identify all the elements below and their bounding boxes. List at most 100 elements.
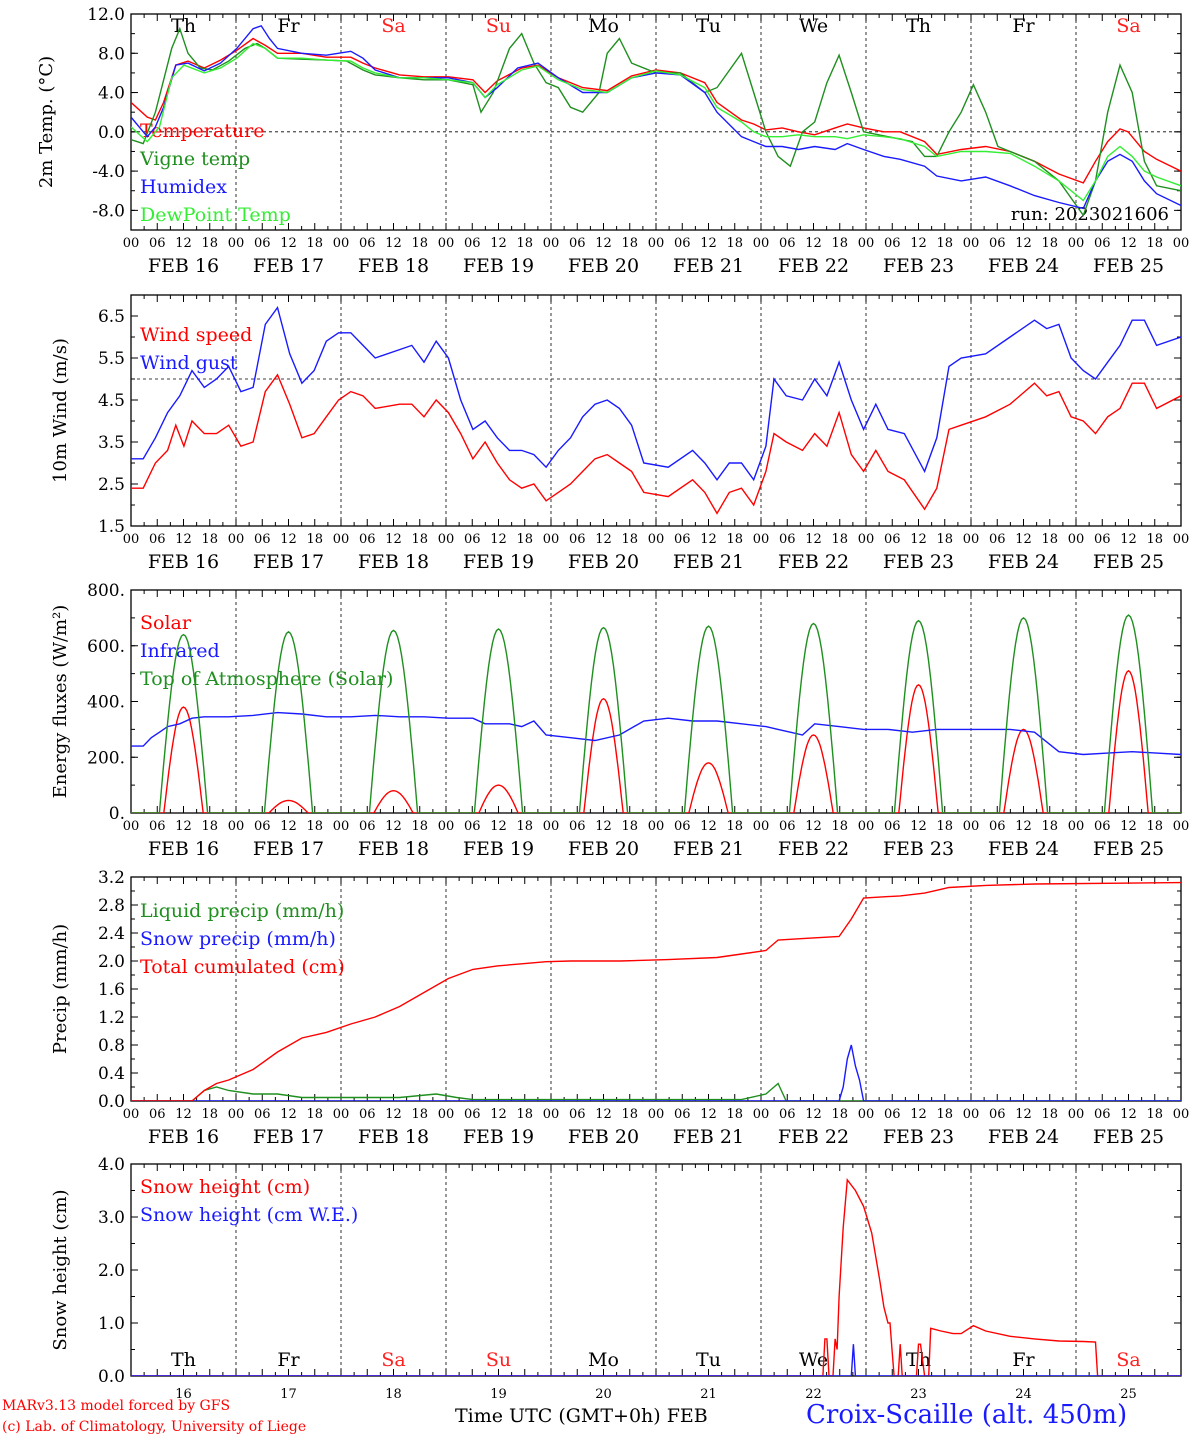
hour-tick-label: 18 [726, 819, 743, 834]
hour-tick-label: 00 [963, 819, 980, 834]
hour-tick-label: 06 [359, 236, 376, 251]
hour-tick-label: 18 [831, 819, 848, 834]
hour-tick-label: 18 [1146, 532, 1163, 547]
legend-liquid-precip-mm-h-: Liquid precip (mm/h) [140, 900, 344, 922]
hour-tick-label: 06 [359, 1107, 376, 1122]
hour-tick-label: 06 [1094, 819, 1111, 834]
panel-wind: 6.5 5.5 4.5 3.5 2.5 1.5 10m Wind (m/s) 00 06 12 18… [50, 294, 1189, 573]
legend-temperature: Temperature [140, 120, 264, 142]
hour-tick-label: 00 [1173, 236, 1190, 251]
hour-tick-label: 06 [569, 819, 586, 834]
hour-tick-label: 00 [228, 236, 245, 251]
hour-tick-label: 00 [543, 1107, 560, 1122]
legend-vigne-temp: Vigne temp [139, 148, 250, 170]
date-label: FEB 19 [463, 551, 534, 573]
hour-tick-label: 06 [779, 236, 796, 251]
hour-tick-label: 12 [700, 819, 717, 834]
hour-tick-label: 00 [648, 1107, 665, 1122]
hour-tick-label: 06 [674, 236, 691, 251]
day-number-label: 25 [1120, 1387, 1137, 1402]
series-line-infrared [131, 711, 1181, 756]
date-label: FEB 21 [673, 1126, 744, 1148]
date-label: FEB 18 [358, 551, 429, 573]
hour-tick-label: 06 [674, 1107, 691, 1122]
date-label: FEB 24 [988, 255, 1059, 277]
hour-tick-label: 00 [228, 819, 245, 834]
y-tick-label: 2.4 [98, 924, 125, 944]
day-number-label: 16 [175, 1387, 192, 1402]
y-tick-label: 8.0 [98, 44, 125, 64]
station-name: Croix-Scaille (alt. 450m) [806, 1400, 1128, 1430]
hour-tick-label: 12 [490, 819, 507, 834]
date-label: FEB 18 [358, 255, 429, 277]
date-label: FEB 21 [673, 551, 744, 573]
hour-tick-label: 12 [1015, 236, 1032, 251]
legend-snow-height-cm-: Snow height (cm) [140, 1176, 310, 1198]
series-line-total-cumulated-cm- [131, 881, 1181, 1101]
hour-tick-label: 18 [726, 1107, 743, 1122]
legend-wind-speed: Wind speed [140, 324, 252, 346]
hour-tick-label: 12 [910, 1107, 927, 1122]
y-tick-label: 1.2 [98, 1008, 125, 1028]
hour-tick-label: 18 [936, 532, 953, 547]
hour-tick-label: 06 [464, 532, 481, 547]
hour-tick-label: 06 [989, 532, 1006, 547]
hour-tick-label: 18 [726, 532, 743, 547]
hour-tick-label: 00 [753, 236, 770, 251]
hour-tick-label: 18 [201, 1107, 218, 1122]
hour-tick-label: 00 [228, 1107, 245, 1122]
weekday-label: Fr [1012, 1349, 1035, 1371]
legend-solar: Solar [140, 612, 192, 634]
hour-tick-label: 12 [175, 819, 192, 834]
hour-tick-label: 00 [333, 819, 350, 834]
hour-tick-label: 00 [333, 1107, 350, 1122]
weekday-label: Fr [277, 1349, 300, 1371]
hour-tick-label: 00 [648, 236, 665, 251]
hour-tick-label: 06 [359, 532, 376, 547]
hour-tick-label: 12 [385, 819, 402, 834]
date-label: FEB 22 [778, 255, 849, 277]
panel-energy: 800. 600. 400. 200. 0. Energy fluxes (W/m²) 00… [50, 581, 1189, 860]
hour-tick-label: 00 [123, 236, 140, 251]
date-label: FEB 22 [778, 1126, 849, 1148]
hour-tick-label: 18 [411, 819, 428, 834]
hour-tick-label: 00 [648, 532, 665, 547]
hour-tick-label: 12 [700, 236, 717, 251]
hour-tick-label: 12 [385, 532, 402, 547]
hour-tick-label: 00 [123, 532, 140, 547]
panel-snow: 4.0 3.0 2.0 1.0 0.0 Snow height (cm) Th 16 Fr 17 S… [50, 1155, 1182, 1402]
legend-top-of-atmosphere-solar-: Top of Atmosphere (Solar) [140, 668, 393, 690]
series-line-snow-height-cm- [131, 1178, 1181, 1376]
hour-tick-label: 06 [254, 236, 271, 251]
x-axis-title: Time UTC (GMT+0h) FEB [455, 1405, 708, 1427]
hour-tick-label: 12 [280, 532, 297, 547]
run-label: run: 2023021606 [1011, 204, 1169, 225]
hour-tick-label: 12 [1120, 1107, 1137, 1122]
hour-tick-label: 18 [726, 236, 743, 251]
hour-tick-label: 00 [1173, 819, 1190, 834]
hour-tick-label: 12 [1120, 532, 1137, 547]
hour-tick-label: 18 [936, 819, 953, 834]
hour-tick-label: 18 [621, 1107, 638, 1122]
series-line-wind-gust [131, 305, 1181, 482]
day-number-label: 22 [805, 1387, 822, 1402]
day-number-label: 21 [700, 1387, 717, 1402]
series-line-snow-precip-mm-h- [131, 1044, 1181, 1101]
hour-tick-label: 12 [910, 819, 927, 834]
weekday-label: Su [486, 15, 511, 37]
hour-tick-label: 00 [333, 236, 350, 251]
date-label: FEB 17 [253, 551, 324, 573]
weekday-label: Su [486, 1349, 511, 1371]
weekday-label: Th [906, 15, 931, 37]
hour-tick-label: 12 [385, 236, 402, 251]
date-label: FEB 21 [673, 255, 744, 277]
hour-tick-label: 06 [569, 532, 586, 547]
date-label: FEB 25 [1093, 551, 1164, 573]
y-tick-label: 1.6 [98, 980, 125, 1000]
hour-tick-label: 12 [490, 236, 507, 251]
weekday-label: Th [171, 1349, 196, 1371]
y-tick-label: 5.5 [98, 349, 125, 369]
y-tick-label: 800. [87, 581, 125, 601]
hour-tick-label: 06 [884, 819, 901, 834]
